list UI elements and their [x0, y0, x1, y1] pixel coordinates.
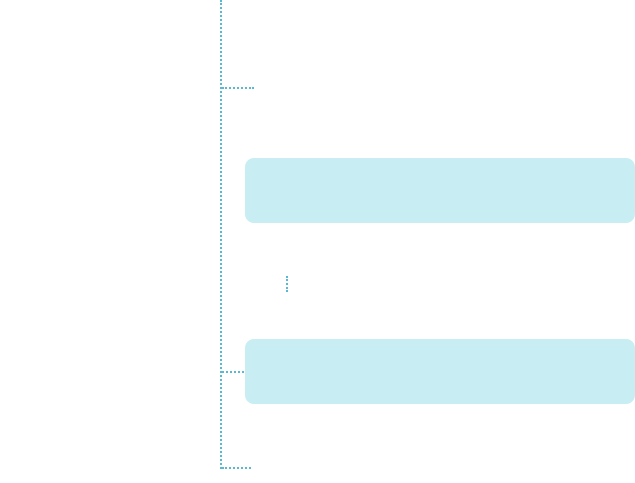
node-box-2: [245, 339, 635, 404]
branch-connector-top: [222, 87, 254, 89]
trunk-connector: [220, 0, 222, 469]
branch-connector-bottom: [222, 467, 251, 469]
small-connector: [286, 276, 288, 292]
node-box-1: [245, 158, 635, 223]
branch-connector-middle: [222, 371, 244, 373]
